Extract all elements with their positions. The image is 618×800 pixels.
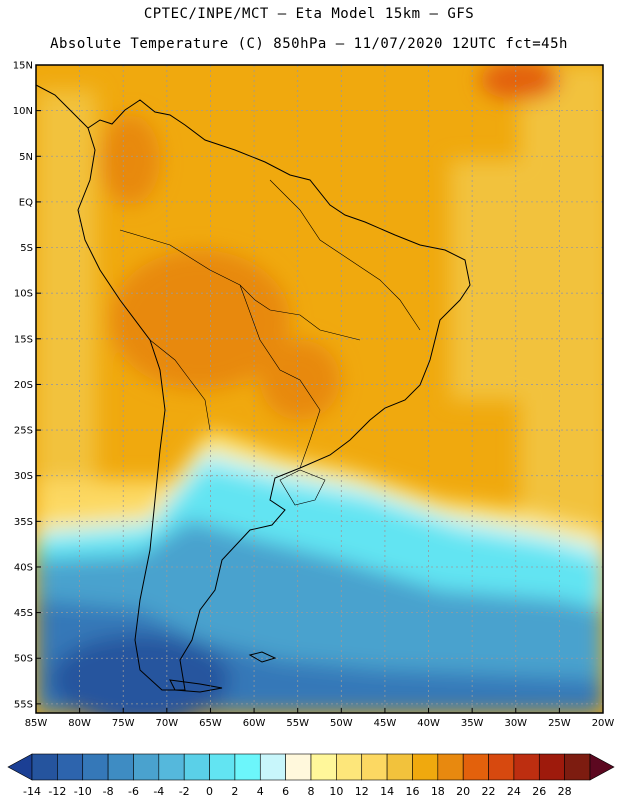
colorbar-tick-label: 0 bbox=[206, 785, 213, 798]
lat-tick-label: 45S bbox=[14, 608, 33, 619]
central-america-coastline bbox=[35, 84, 89, 129]
colorbar bbox=[7, 753, 615, 781]
border-brazil-inner bbox=[269, 179, 421, 331]
colorbar-swatch bbox=[133, 753, 160, 781]
colorbar-tick-label: -8 bbox=[103, 785, 114, 798]
temp-zone-20-north bbox=[100, 115, 160, 205]
lat-tick-label: 10N bbox=[13, 106, 33, 117]
colorbar-tick-label: 2 bbox=[231, 785, 238, 798]
lat-tick-label: 30S bbox=[14, 471, 33, 482]
lat-tick-label: 15N bbox=[13, 61, 33, 72]
lat-tick-label: 55S bbox=[14, 699, 33, 710]
colorbar-swatch bbox=[82, 753, 109, 781]
colorbar-swatch bbox=[336, 753, 363, 781]
colorbar-swatch bbox=[437, 753, 464, 781]
lon-tick-label: 75W bbox=[112, 718, 135, 729]
colorbar-tick-label: 10 bbox=[329, 785, 343, 798]
colorbar-tick-label: 28 bbox=[558, 785, 572, 798]
lon-tick-label: 35W bbox=[461, 718, 484, 729]
colorbar-tick-label: 26 bbox=[532, 785, 546, 798]
colorbar-swatch bbox=[183, 753, 210, 781]
colorbar-swatch bbox=[57, 753, 84, 781]
colorbar-tick-label: 20 bbox=[456, 785, 470, 798]
lon-tick-label: 80W bbox=[68, 718, 91, 729]
lon-tick-label: 50W bbox=[330, 718, 353, 729]
colorbar-tick-label: -12 bbox=[48, 785, 66, 798]
colorbar-swatch bbox=[209, 753, 236, 781]
lat-tick-label: 40S bbox=[14, 562, 33, 573]
lat-tick-label: 35S bbox=[14, 517, 33, 528]
country-borders bbox=[119, 179, 421, 506]
colorbar-tick-label: 6 bbox=[282, 785, 289, 798]
colorbar-swatch bbox=[361, 753, 388, 781]
temp-zone-16-atlantic bbox=[450, 160, 540, 400]
lat-tick-label: 5S bbox=[20, 243, 33, 254]
lon-tick-label: 70W bbox=[156, 718, 179, 729]
colorbar-tick-label: 14 bbox=[380, 785, 394, 798]
colorbar-tick-label: -2 bbox=[179, 785, 190, 798]
lat-tick-label: 15S bbox=[14, 334, 33, 345]
colorbar-tick-label: -4 bbox=[153, 785, 164, 798]
tierra-del-fuego bbox=[169, 679, 223, 693]
temperature-field bbox=[36, 65, 603, 713]
south-america-coastline bbox=[77, 99, 471, 691]
lon-tick-label: 45W bbox=[374, 718, 397, 729]
lon-tick-label: 65W bbox=[199, 718, 222, 729]
colorbar-tick-label: 4 bbox=[257, 785, 264, 798]
lat-tick-label: EQ bbox=[19, 197, 33, 208]
colorbar-labels: -14 -12 -10 -8 -6 -4 -2 0 2 4 6 8 10 12 14 16 18 20 22 24 26… bbox=[23, 785, 572, 798]
border-andes bbox=[149, 339, 211, 431]
colorbar-arrow-low bbox=[7, 753, 33, 781]
colorbar-swatch bbox=[462, 753, 489, 781]
lat-tick-label: 5N bbox=[19, 152, 33, 163]
colorbar-swatch bbox=[259, 753, 286, 781]
map-title-line1: CPTEC/INPE/MCT – Eta Model 15km – GFS bbox=[143, 6, 475, 22]
colorbar-swatch bbox=[538, 753, 565, 781]
temp-zone-22-caribbean bbox=[480, 65, 560, 100]
colorbar-tick-label: 12 bbox=[355, 785, 369, 798]
colorbar-swatch bbox=[107, 753, 134, 781]
lon-tick-label: 30W bbox=[504, 718, 527, 729]
lon-tick-label: 85W bbox=[25, 718, 48, 729]
colorbar-swatch bbox=[386, 753, 413, 781]
falklands bbox=[248, 651, 277, 663]
plot-frame bbox=[35, 64, 604, 714]
lat-tick-label: 50S bbox=[14, 654, 33, 665]
colorbar-tick-label: 8 bbox=[308, 785, 315, 798]
lon-tick-label: 60W bbox=[243, 718, 266, 729]
colorbar-swatch bbox=[412, 753, 439, 781]
lon-tick-label: 25W bbox=[548, 718, 571, 729]
lat-tick-label: 20S bbox=[14, 380, 33, 391]
colorbar-swatch bbox=[285, 753, 312, 781]
colorbar-swatch bbox=[564, 753, 591, 781]
colorbar-tick-label: -10 bbox=[74, 785, 92, 798]
colorbar-tick-label: 24 bbox=[507, 785, 521, 798]
colorbar-tick-label: 16 bbox=[405, 785, 419, 798]
colorbar-swatch bbox=[488, 753, 515, 781]
lon-tick-label: 55W bbox=[286, 718, 309, 729]
latitude-ticks: 15N 10N 5N EQ 5S 10S 15S 20S 25S 30S 35S 40S 45S 50S 5… bbox=[13, 61, 41, 710]
coastlines bbox=[35, 84, 471, 693]
border-north bbox=[119, 229, 361, 341]
temp-zone-m12 bbox=[50, 635, 230, 713]
border-paraguay bbox=[239, 284, 321, 469]
colorbar-tick-label: 18 bbox=[431, 785, 445, 798]
colorbar-swatch bbox=[234, 753, 261, 781]
lon-tick-label: 20W bbox=[592, 718, 615, 729]
colorbar-arrow-high bbox=[589, 753, 615, 781]
lat-tick-label: 25S bbox=[14, 426, 33, 437]
border-uruguay bbox=[279, 469, 326, 506]
colorbar-swatch bbox=[310, 753, 337, 781]
colorbar-swatch bbox=[158, 753, 185, 781]
colorbar-swatch bbox=[513, 753, 540, 781]
lon-tick-label: 40W bbox=[417, 718, 440, 729]
longitude-ticks: 85W 80W 75W 70W 65W 60W 55W 50W 45W 40W 35W 30W 25W 2… bbox=[25, 708, 615, 729]
colorbar-tick-label: -6 bbox=[128, 785, 139, 798]
map-title-line2: Absolute Temperature (C) 850hPa – 11/07/… bbox=[50, 36, 568, 52]
colorbar-tick-label: -14 bbox=[23, 785, 41, 798]
colorbar-swatch bbox=[31, 753, 58, 781]
colorbar-tick-label: 22 bbox=[482, 785, 496, 798]
lat-tick-label: 10S bbox=[14, 289, 33, 300]
